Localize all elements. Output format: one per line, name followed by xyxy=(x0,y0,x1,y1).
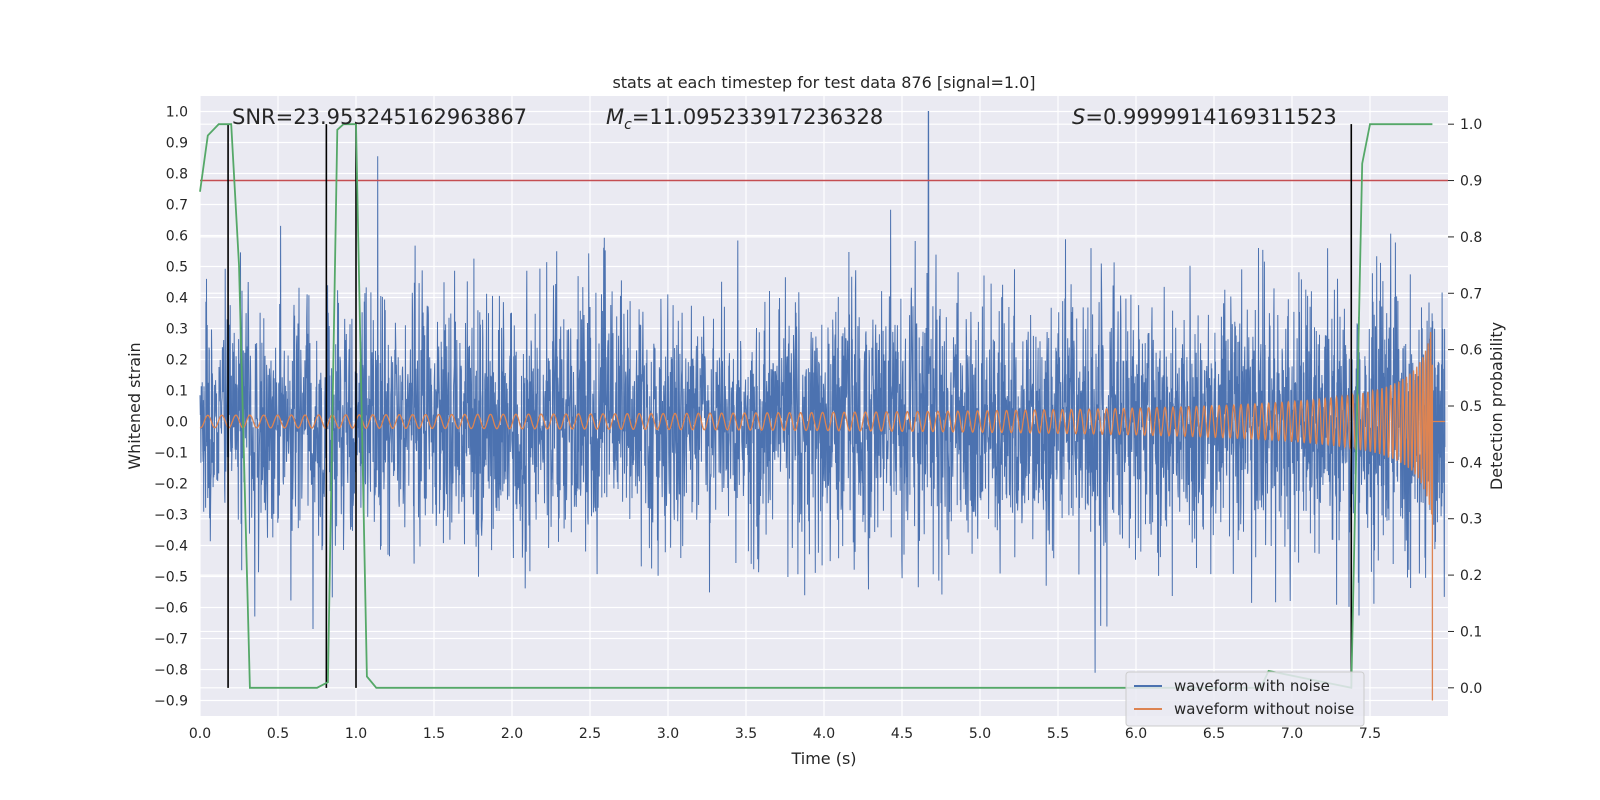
y-right-tick-label: 0.0 xyxy=(1460,681,1482,697)
x-tick-label: 5.5 xyxy=(1047,726,1069,742)
y-right-tick-label: 0.3 xyxy=(1460,512,1482,528)
y-left-tick-label: 0.6 xyxy=(166,229,188,245)
y-left-tick-label: −0.4 xyxy=(154,539,188,555)
x-tick-label: 7.5 xyxy=(1359,726,1381,742)
legend-box xyxy=(1125,671,1365,727)
y-left-tick-label: −0.3 xyxy=(154,508,188,524)
y-left-tick-label: 0.5 xyxy=(166,260,188,276)
x-tick-label: 0.0 xyxy=(189,726,211,742)
x-tick-label: 3.5 xyxy=(735,726,757,742)
x-axis-label: Time (s) xyxy=(790,749,856,768)
y-left-tick-label: −0.6 xyxy=(154,601,188,617)
y-right-tick-label: 0.1 xyxy=(1460,624,1482,640)
s-value: =0.9999914169311523 xyxy=(1085,105,1336,129)
vertical-markers xyxy=(227,124,1353,688)
x-tick-label: 2.0 xyxy=(501,726,523,742)
y-right-axis-label: Detection probability xyxy=(1487,322,1506,490)
y-left-tick-label: 0.7 xyxy=(166,198,188,214)
legend-label-clean: waveform without noise xyxy=(1174,700,1354,718)
y-left-tick-label: 0.4 xyxy=(166,291,188,307)
clean-waveform-path xyxy=(199,331,1445,701)
legend: waveform with noise waveform without noi… xyxy=(1125,671,1365,727)
x-tick-label: 2.5 xyxy=(579,726,601,742)
x-tick-label: 4.5 xyxy=(891,726,913,742)
y-right-tick-labels: 1.0 0.9 0.8 0.7 0.6 0.5 0.4 0.3 0.2 0.1 0.0 xyxy=(1448,117,1482,697)
y-left-tick-label: −0.8 xyxy=(154,663,188,679)
y-left-tick-label: −0.5 xyxy=(154,570,188,586)
y-left-tick-label: −0.2 xyxy=(154,477,188,493)
y-left-tick-label: −0.1 xyxy=(154,446,188,462)
noise-waveform-path xyxy=(199,111,1446,673)
y-left-tick-labels: 1.0 0.9 0.8 0.7 0.6 0.5 0.4 0.3 0.2 0.1 0.0 −0.1 −0.… xyxy=(154,105,188,710)
y-left-tick-label: 0.9 xyxy=(166,136,188,152)
y-right-tick-label: 0.5 xyxy=(1460,399,1482,415)
snr-annotation: SNR=23.953245162963867 xyxy=(232,105,527,129)
legend-label-noise: waveform with noise xyxy=(1174,677,1330,695)
mc-value: =11.095233917236328 xyxy=(632,105,883,129)
y-left-tick-label: −0.7 xyxy=(154,632,188,648)
x-tick-label: 5.0 xyxy=(969,726,991,742)
chart-title: stats at each timestep for test data 876… xyxy=(612,73,1035,92)
x-tick-labels: 0.0 0.5 1.0 1.5 2.0 2.5 3.0 3.5 4.0 4.5 5.0 5.5 6.0 6… xyxy=(189,726,1381,742)
x-tick-label: 1.5 xyxy=(423,726,445,742)
y-left-tick-label: 0.0 xyxy=(166,415,188,431)
y-right-tick-label: 0.7 xyxy=(1460,286,1482,302)
x-tick-label: 6.5 xyxy=(1203,726,1225,742)
y-left-tick-label: −0.9 xyxy=(154,694,188,710)
mc-symbol: M xyxy=(606,105,624,129)
series-waveform-with-noise xyxy=(199,111,1446,673)
x-tick-label: 3.0 xyxy=(657,726,679,742)
series-waveform-without-noise xyxy=(199,331,1445,701)
y-right-tick-label: 0.6 xyxy=(1460,343,1482,359)
mc-subscript: c xyxy=(624,117,632,133)
chirp-mass-annotation: Mc=11.095233917236328 xyxy=(606,105,883,133)
y-right-tick-label: 0.4 xyxy=(1460,455,1482,471)
x-tick-label: 1.0 xyxy=(345,726,367,742)
y-left-tick-label: 0.8 xyxy=(166,167,188,183)
x-tick-label: 7.0 xyxy=(1281,726,1303,742)
s-symbol: S xyxy=(1072,105,1085,129)
x-tick-label: 6.0 xyxy=(1125,726,1147,742)
y-right-tick-label: 1.0 xyxy=(1460,117,1482,133)
y-right-tick-label: 0.9 xyxy=(1460,174,1482,190)
y-left-tick-label: 0.3 xyxy=(166,322,188,338)
y-left-tick-label: 0.2 xyxy=(166,353,188,369)
y-right-tick-label: 0.8 xyxy=(1460,230,1482,246)
y-right-tick-label: 0.2 xyxy=(1460,568,1482,584)
x-tick-label: 4.0 xyxy=(813,726,835,742)
y-left-tick-label: 1.0 xyxy=(166,105,188,121)
score-annotation: S=0.9999914169311523 xyxy=(1072,105,1337,129)
y-left-axis-label: Whitened strain xyxy=(125,342,144,469)
y-left-tick-label: 0.1 xyxy=(166,384,188,400)
x-tick-label: 0.5 xyxy=(267,726,289,742)
